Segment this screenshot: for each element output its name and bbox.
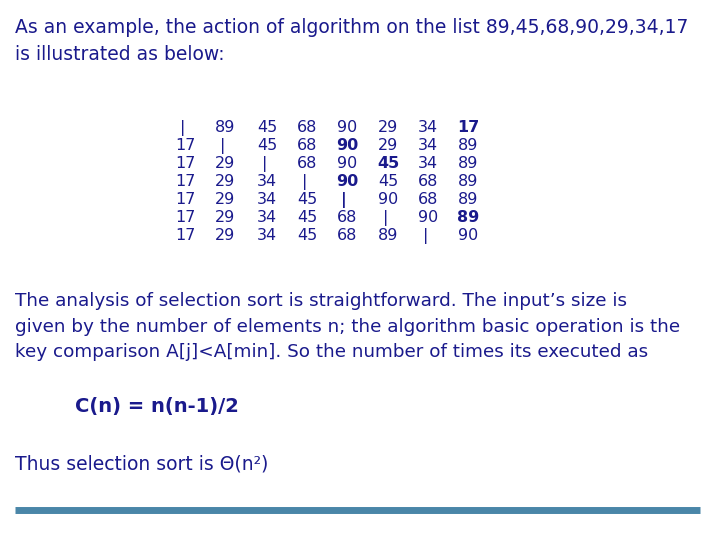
Text: 89: 89 (457, 210, 479, 225)
Text: 34: 34 (257, 228, 277, 243)
Text: 89: 89 (458, 138, 478, 153)
Text: |: | (341, 192, 347, 208)
Text: 90: 90 (336, 174, 358, 189)
Text: |: | (179, 120, 185, 136)
Text: 29: 29 (378, 120, 398, 135)
Text: 68: 68 (418, 174, 438, 189)
Text: 29: 29 (378, 138, 398, 153)
Text: 34: 34 (257, 192, 277, 207)
Text: 89: 89 (458, 174, 478, 189)
Text: 89: 89 (458, 156, 478, 171)
Text: 17: 17 (175, 138, 195, 153)
Text: 17: 17 (175, 156, 195, 171)
Text: 34: 34 (257, 210, 277, 225)
Text: 17: 17 (175, 174, 195, 189)
Text: 45: 45 (257, 120, 277, 135)
Text: 29: 29 (215, 228, 235, 243)
Text: 68: 68 (297, 156, 318, 171)
Text: 17: 17 (175, 210, 195, 225)
Text: 45: 45 (297, 192, 317, 207)
Text: 90: 90 (337, 156, 357, 171)
Text: |: | (220, 138, 225, 154)
Text: 90: 90 (336, 138, 358, 153)
Text: 90: 90 (337, 120, 357, 135)
Text: 68: 68 (418, 192, 438, 207)
Text: 34: 34 (418, 138, 438, 153)
Text: 89: 89 (378, 228, 398, 243)
Text: 17: 17 (175, 228, 195, 243)
Text: |: | (302, 174, 307, 190)
Text: 34: 34 (418, 156, 438, 171)
Text: 90: 90 (458, 228, 478, 243)
Text: 29: 29 (215, 156, 235, 171)
Text: 68: 68 (297, 138, 318, 153)
Text: |: | (261, 156, 267, 172)
Text: 17: 17 (175, 192, 195, 207)
Text: 34: 34 (418, 120, 438, 135)
Text: 90: 90 (418, 210, 438, 225)
Text: 45: 45 (378, 174, 398, 189)
Text: |: | (423, 228, 428, 244)
Text: 89: 89 (458, 192, 478, 207)
Text: 68: 68 (297, 120, 318, 135)
Text: Thus selection sort is Θ(n²): Thus selection sort is Θ(n²) (15, 455, 269, 474)
Text: 34: 34 (257, 174, 277, 189)
Text: 90: 90 (378, 192, 398, 207)
Text: 45: 45 (377, 156, 399, 171)
Text: C(n) = n(n-1)/2: C(n) = n(n-1)/2 (75, 397, 239, 416)
Text: 29: 29 (215, 192, 235, 207)
Text: 45: 45 (297, 228, 317, 243)
Text: 45: 45 (297, 210, 317, 225)
Text: 29: 29 (215, 174, 235, 189)
Text: 68: 68 (337, 210, 357, 225)
Text: 29: 29 (215, 210, 235, 225)
Text: |: | (382, 210, 388, 226)
Text: 17: 17 (457, 120, 479, 135)
Text: 89: 89 (215, 120, 235, 135)
Text: 68: 68 (337, 228, 357, 243)
Text: The analysis of selection sort is straightforward. The input’s size is
given by : The analysis of selection sort is straig… (15, 292, 680, 361)
Text: As an example, the action of algorithm on the list 89,45,68,90,29,34,17
is illus: As an example, the action of algorithm o… (15, 18, 688, 64)
Text: 45: 45 (257, 138, 277, 153)
